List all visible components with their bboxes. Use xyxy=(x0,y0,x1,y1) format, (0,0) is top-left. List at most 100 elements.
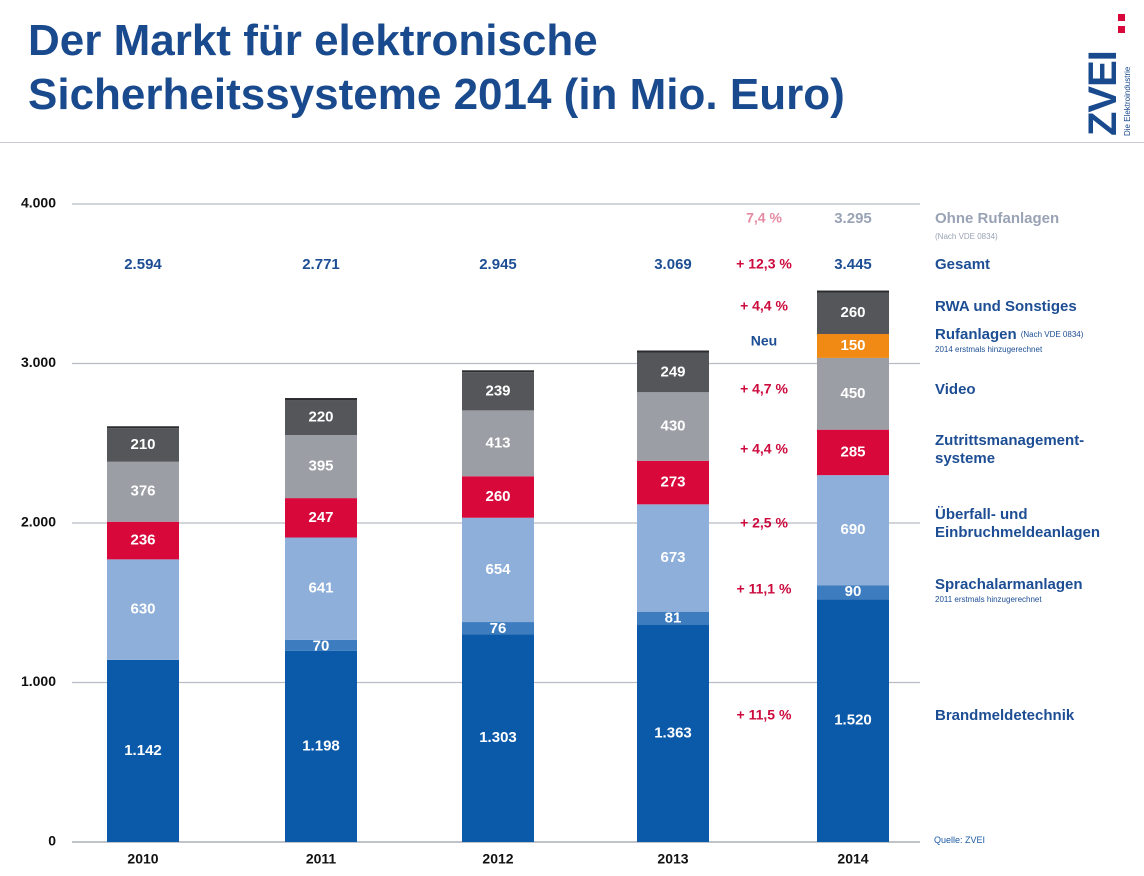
logo-subtext: Die Elektroindustrie xyxy=(1123,66,1132,136)
data-label-2013-series-3: 273 xyxy=(660,474,685,491)
bar-2011-series-1 xyxy=(285,639,357,651)
bar-2014-series-0 xyxy=(817,599,889,842)
x-tick-label-2011: 2011 xyxy=(306,851,337,867)
total-label-2012: 2.945 xyxy=(479,256,517,273)
bar-2010-series-2 xyxy=(107,559,179,660)
y-tick-label-3: 3.000 xyxy=(21,354,56,370)
bar-2012-series-3 xyxy=(462,476,534,518)
bar-2013-series-3 xyxy=(637,460,709,505)
data-label-2011-series-2: 641 xyxy=(308,580,333,597)
legend-series-2-line1: Überfall- und xyxy=(935,506,1028,523)
total-label-2010: 2.594 xyxy=(124,256,162,273)
logo-text: ZVEI xyxy=(1081,51,1125,136)
zvei-logo: ZVEI Die Elektroindustrie xyxy=(1081,14,1132,136)
without-rufanlagen-growth: 7,4 % xyxy=(746,210,782,226)
y-tick-label-4: 4.000 xyxy=(21,195,56,211)
growth-series-1: + 11,1 % xyxy=(737,581,792,597)
bar-2014-series-4 xyxy=(817,357,889,430)
data-label-2012-series-3: 260 xyxy=(485,488,510,505)
data-label-2014-series-6: 260 xyxy=(840,304,865,321)
source-note: Quelle: ZVEI xyxy=(934,835,986,845)
y-tick-label-1: 1.000 xyxy=(21,673,56,689)
legend-series-5: Rufanlagen (Nach VDE 0834) xyxy=(935,326,1084,343)
legend-series-3-line1: Zutrittsmanagement- xyxy=(935,432,1084,449)
logo-dot-bottom xyxy=(1118,26,1125,33)
without-rufanlagen-value: 3.295 xyxy=(834,210,872,227)
bar-2011-series-3 xyxy=(285,498,357,538)
bar-top-edge-2011 xyxy=(285,398,357,401)
bar-2011-series-6 xyxy=(285,400,357,436)
data-label-2014-series-5: 150 xyxy=(840,337,865,354)
bar-2013-series-0 xyxy=(637,624,709,842)
data-label-2012-series-6: 239 xyxy=(485,382,510,399)
data-label-2011-series-6: 220 xyxy=(308,409,333,426)
growth-series-5: Neu xyxy=(751,333,777,349)
data-label-2014-series-3: 285 xyxy=(840,443,865,460)
bar-top-edge-2012 xyxy=(462,370,534,373)
bar-top-edge-2010 xyxy=(107,426,179,429)
bar-2010-series-4 xyxy=(107,461,179,522)
legend-total: Gesamt xyxy=(935,256,990,273)
data-label-2013-series-0: 1.363 xyxy=(654,724,692,741)
data-label-2012-series-2: 654 xyxy=(485,561,511,578)
growth-series-3: + 4,4 % xyxy=(740,441,788,457)
bar-2012-series-1 xyxy=(462,622,534,635)
data-label-2011-series-4: 395 xyxy=(308,458,333,475)
data-label-2013-series-2: 673 xyxy=(660,549,685,566)
data-label-2014-series-1: 90 xyxy=(845,583,862,600)
bar-top-edge-2014 xyxy=(817,290,889,293)
data-label-2012-series-4: 413 xyxy=(485,434,510,451)
data-label-2014-series-4: 450 xyxy=(840,385,865,402)
page-title: Der Markt für elektronische Sicherheitss… xyxy=(28,14,1028,122)
title-line-1: Der Markt für elektronische xyxy=(28,16,598,65)
data-label-2010-series-6: 210 xyxy=(130,436,155,453)
data-label-2010-series-4: 376 xyxy=(130,483,155,500)
bar-2011-series-2 xyxy=(285,537,357,640)
data-label-2013-series-6: 249 xyxy=(660,363,685,380)
legend-series-0: Brandmeldetechnik xyxy=(935,707,1075,724)
bar-2014-series-3 xyxy=(817,429,889,476)
data-label-2011-series-1: 70 xyxy=(313,638,330,655)
bar-2012-series-4 xyxy=(462,410,534,477)
bar-2013-series-1 xyxy=(637,611,709,625)
total-growth: + 12,3 % xyxy=(736,256,792,272)
x-tick-label-2014: 2014 xyxy=(837,851,868,867)
legend-series-3-line2: systeme xyxy=(935,450,995,467)
legend-series-6: RWA und Sonstiges xyxy=(935,298,1077,315)
growth-series-6: + 4,4 % xyxy=(740,298,788,314)
bar-2014-series-2 xyxy=(817,475,889,586)
bar-2014-series-5 xyxy=(817,333,889,358)
data-label-2010-series-3: 236 xyxy=(130,532,155,549)
data-label-2011-series-0: 1.198 xyxy=(302,737,340,754)
y-tick-label-2: 2.000 xyxy=(21,514,56,530)
title-line-2: Sicherheitssysteme 2014 (in Mio. Euro) xyxy=(28,70,845,119)
y-tick-label-0: 0 xyxy=(48,833,56,849)
data-label-2014-series-0: 1.520 xyxy=(834,712,872,729)
logo-dot-top xyxy=(1118,14,1125,21)
bar-2010-series-3 xyxy=(107,521,179,560)
legend-without-rufanlagen-note: (Nach VDE 0834) xyxy=(935,232,998,241)
bar-2013-series-2 xyxy=(637,504,709,612)
data-label-2010-series-0: 1.142 xyxy=(124,742,162,759)
legend-series-5-subtitle: 2014 erstmals hinzugerechnet xyxy=(935,345,1043,354)
bar-2013-series-4 xyxy=(637,392,709,461)
data-label-2014-series-2: 690 xyxy=(840,521,865,538)
data-label-2011-series-3: 247 xyxy=(308,509,333,526)
legend-series-2-line2: Einbruchmeldeanlagen xyxy=(935,524,1100,541)
bar-2012-series-0 xyxy=(462,634,534,842)
data-label-2013-series-4: 430 xyxy=(660,417,685,434)
total-label-2014: 3.445 xyxy=(834,256,872,273)
x-tick-label-2010: 2010 xyxy=(127,851,158,867)
legend-series-1: Sprachalarmanlagen xyxy=(935,576,1083,593)
x-tick-label-2012: 2012 xyxy=(482,851,513,867)
legend-without-rufanlagen: Ohne Rufanlagen xyxy=(935,210,1059,227)
bar-top-edge-2013 xyxy=(637,350,709,353)
data-label-2010-series-2: 630 xyxy=(130,601,155,618)
data-label-2012-series-1: 76 xyxy=(490,620,507,637)
growth-series-4: + 4,7 % xyxy=(740,381,788,397)
legend-series-1-subtitle: 2011 erstmals hinzugerechnet xyxy=(935,595,1042,604)
bar-2010-series-0 xyxy=(107,659,179,842)
growth-series-2: + 2,5 % xyxy=(740,515,788,531)
growth-series-0: + 11,5 % xyxy=(737,707,792,723)
